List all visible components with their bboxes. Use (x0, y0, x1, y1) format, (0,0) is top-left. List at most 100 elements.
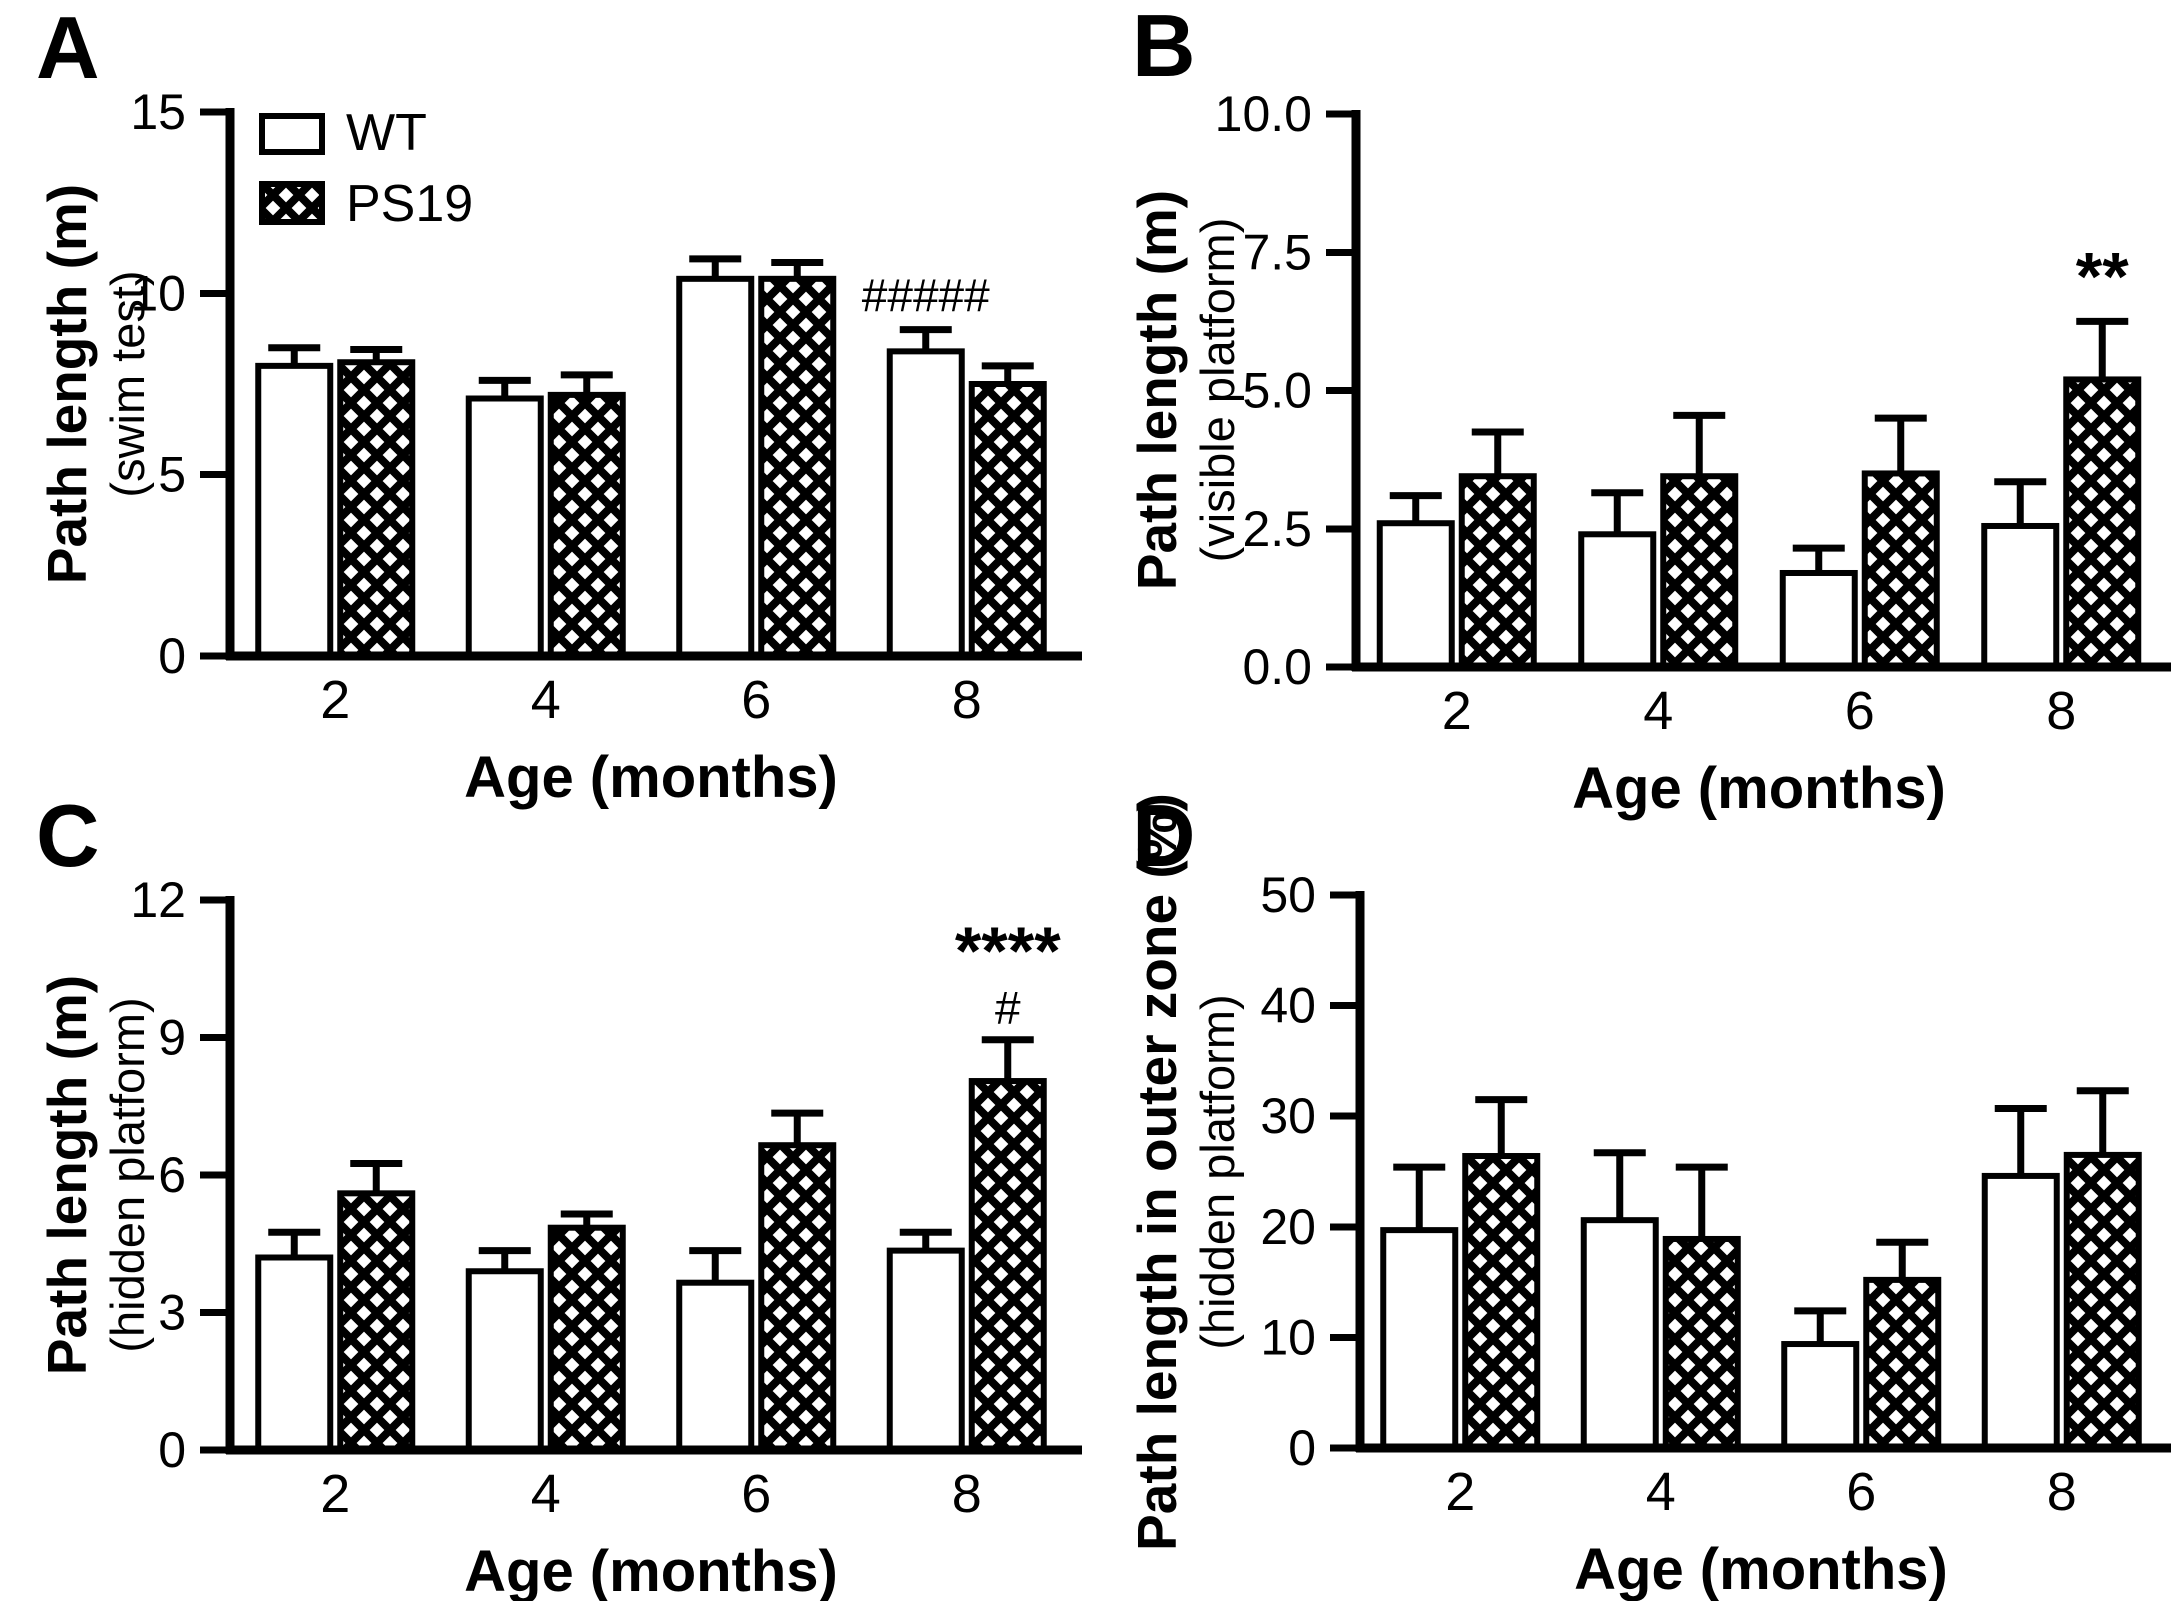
y-tick-label: 0 (158, 1422, 186, 1478)
x-tick-label-8: 8 (2046, 681, 2076, 741)
error-bar-ps19-8mo (981, 1036, 1034, 1082)
bar-wt-8mo (886, 1247, 965, 1453)
y-axis-label-main: Path length (m) (35, 974, 98, 1376)
error-bar-ps19-8mo (981, 362, 1034, 384)
y-tick-label: 5 (158, 447, 186, 503)
error-bar-wt-8mo (1994, 1104, 2047, 1176)
bar-ps19-2mo (337, 359, 416, 659)
bar-ps19-2mo (1462, 1153, 1541, 1451)
error-bar-ps19-8mo (2076, 317, 2129, 380)
bar-ps19-2mo (337, 1190, 416, 1453)
bar-wt-8mo (886, 348, 965, 659)
panel-a-y-axis-label: Path length (m) (swim test) (35, 184, 155, 584)
significance-annotation: ** (2076, 238, 2129, 314)
y-tick-label: 30 (1260, 1088, 1316, 1144)
y-tick-label: 10 (1260, 1309, 1316, 1365)
bar-wt-2mo (1376, 520, 1455, 670)
x-tick-label-6: 6 (741, 670, 771, 730)
error-bar-wt-2mo (1389, 492, 1442, 524)
x-tick-label-8: 8 (2047, 1462, 2077, 1522)
legend-swatch-ps19 (259, 181, 325, 225)
y-tick-label: 0 (1288, 1420, 1316, 1476)
error-bar-ps19-4mo (1675, 1163, 1728, 1239)
y-tick-label: 2.5 (1242, 501, 1312, 557)
error-bar-ps19-2mo (350, 346, 403, 363)
error-bar-wt-2mo (268, 1228, 321, 1258)
panel-c-y-axis-label: Path length (m) (hidden platform) (35, 975, 155, 1375)
bar-ps19-4mo (1662, 1235, 1741, 1451)
y-tick-label: 12 (130, 872, 186, 928)
error-bar-wt-4mo (1593, 1149, 1646, 1221)
panel-b: 0.0 2.5 5.0 7.5 10.0 2 4 6 8 ** B Path length (m)… (1090, 0, 2179, 821)
y-tick-label: 0.0 (1242, 639, 1312, 695)
x-tick-label-2: 2 (320, 1464, 350, 1524)
error-bar-ps19-6mo (771, 1109, 824, 1146)
error-bar-wt-2mo (268, 344, 321, 366)
panel-c-x-axis-label: Age (months) (464, 1539, 838, 1601)
error-bar-wt-6mo (1792, 544, 1845, 573)
error-bar-wt-8mo (899, 1228, 952, 1251)
y-axis-label-main: Path length (m) (1125, 189, 1188, 591)
bar-wt-4mo (465, 395, 544, 659)
y-axis-label-main: Path length (m) (35, 183, 98, 585)
bar-ps19-6mo (1861, 470, 1940, 671)
error-bar-ps19-4mo (560, 371, 613, 395)
panel-d: 0 10 20 30 40 50 2 4 6 8 D Path length in outer z… (1090, 780, 2179, 1601)
bar-ps19-4mo (1660, 473, 1739, 670)
error-bar-wt-2mo (1393, 1163, 1446, 1231)
bar-wt-2mo (255, 362, 334, 659)
y-tick-label: 3 (158, 1285, 186, 1341)
error-bar-ps19-6mo (1874, 414, 1927, 474)
y-axis-label-sub: (swim test) (100, 270, 154, 498)
y-tick-label: 15 (130, 84, 186, 140)
y-tick-label: 50 (1260, 867, 1316, 923)
panel-b-letter: B (1132, 0, 1196, 95)
panel-a-chart: 0 5 10 15 2 4 6 8 WT PS19 ##### (130, 84, 1082, 730)
panel-a: 0 5 10 15 2 4 6 8 WT PS19 ##### A Path length (m) … (0, 0, 1090, 810)
panel-d-letter: D (1132, 786, 1196, 885)
y-tick-label: 10 (130, 265, 186, 321)
error-bar-ps19-6mo (771, 259, 824, 279)
legend-label-ps19: PS19 (346, 175, 473, 233)
error-bar-wt-6mo (689, 255, 742, 279)
y-tick-label: 5.0 (1242, 363, 1312, 419)
y-tick-label: 6 (158, 1147, 186, 1203)
error-bar-ps19-2mo (1475, 1096, 1528, 1157)
error-bar-wt-4mo (478, 376, 531, 399)
error-bar-ps19-2mo (1471, 428, 1524, 477)
bar-wt-8mo (1981, 1172, 2060, 1451)
bar-ps19-4mo (547, 391, 626, 659)
x-tick-label-4: 4 (1643, 681, 1673, 741)
x-tick-label-8: 8 (952, 1464, 982, 1524)
x-tick-label-2: 2 (320, 670, 350, 730)
panel-c: 0 3 6 9 12 2 4 6 8 # **** C Path length (m) (hidde… (0, 780, 1090, 1601)
error-bar-wt-8mo (1994, 478, 2047, 526)
significance-annotation: # (995, 982, 1021, 1034)
panel-b-chart: 0.0 2.5 5.0 7.5 10.0 2 4 6 8 ** (1215, 86, 2171, 741)
x-tick-label-4: 4 (1646, 1462, 1676, 1522)
x-tick-label-4: 4 (531, 1464, 561, 1524)
error-bar-ps19-6mo (1876, 1238, 1929, 1280)
error-bar-wt-6mo (1794, 1307, 1847, 1345)
bar-ps19-2mo (1458, 473, 1537, 670)
bar-ps19-6mo (1863, 1276, 1942, 1451)
error-bar-ps19-2mo (350, 1160, 403, 1194)
bar-ps19-8mo (2063, 1151, 2142, 1451)
error-bar-ps19-4mo (1673, 411, 1726, 477)
bar-wt-8mo (1981, 522, 2060, 670)
x-tick-label-2: 2 (1445, 1462, 1475, 1522)
x-tick-label-2: 2 (1442, 681, 1472, 741)
bar-wt-6mo (1781, 1341, 1860, 1452)
panel-c-letter: C (36, 786, 100, 885)
y-tick-label: 10.0 (1215, 86, 1312, 142)
bar-wt-2mo (1380, 1227, 1459, 1452)
panel-d-y-axis-label: Path length in outer zone (%) (hidden pl… (1125, 793, 1245, 1551)
error-bar-wt-6mo (689, 1247, 742, 1283)
y-axis-label-sub: (visible platform) (1190, 217, 1244, 563)
bar-ps19-6mo (758, 275, 837, 659)
bar-ps19-4mo (547, 1224, 626, 1454)
panel-d-x-axis-label: Age (months) (1574, 1537, 1948, 1601)
bar-wt-6mo (1779, 569, 1858, 670)
y-tick-label: 0 (158, 628, 186, 684)
